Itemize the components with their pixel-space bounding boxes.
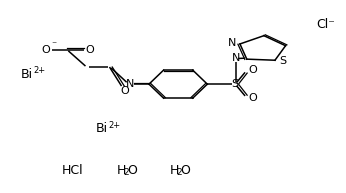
- Text: N: N: [228, 38, 237, 48]
- Text: O: O: [248, 93, 257, 103]
- Text: H: H: [116, 164, 126, 177]
- Text: 2+: 2+: [109, 121, 121, 130]
- Text: O: O: [180, 164, 190, 177]
- Text: 2+: 2+: [33, 66, 45, 75]
- Text: O: O: [248, 65, 257, 75]
- Text: S: S: [279, 56, 286, 66]
- Text: 2: 2: [124, 168, 129, 178]
- Text: O: O: [42, 45, 51, 55]
- Text: ⁻: ⁻: [51, 40, 56, 50]
- Text: Bi: Bi: [96, 122, 108, 135]
- Text: HCl: HCl: [62, 164, 83, 177]
- Text: H: H: [170, 164, 179, 177]
- Text: O: O: [127, 164, 137, 177]
- Text: Bi: Bi: [20, 68, 33, 81]
- Text: N: N: [126, 79, 134, 89]
- Text: Cl⁻: Cl⁻: [316, 18, 335, 31]
- Text: S: S: [231, 79, 238, 89]
- Text: N: N: [232, 53, 241, 63]
- Text: O: O: [85, 45, 94, 55]
- Text: 2: 2: [177, 168, 182, 178]
- Text: O: O: [120, 86, 129, 96]
